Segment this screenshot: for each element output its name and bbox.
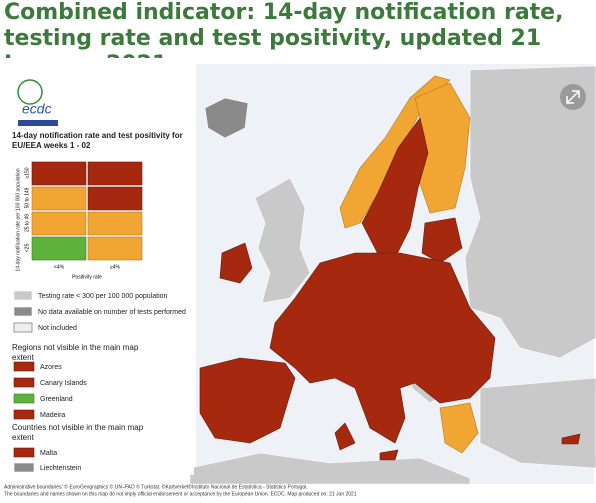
north-africa — [189, 452, 471, 485]
legend-panel — [8, 80, 194, 475]
iberia — [199, 357, 296, 444]
swatch — [13, 409, 35, 420]
regions-heading: Regions not visible in the main map exten… — [12, 343, 139, 362]
regions-heading-text: Regions not visible in the main map — [12, 343, 139, 352]
row-label: <25 — [24, 244, 30, 253]
swatch — [13, 306, 33, 317]
sardinia — [334, 422, 356, 451]
legend-item: Greenland — [40, 396, 73, 403]
footer-line: The boundaries and names shown on this m… — [4, 491, 357, 497]
row-labels: ≥150 50 to 149 25 to 49 <25 — [24, 167, 30, 252]
turkey — [479, 377, 596, 469]
legend-title-text: 14-day notification rate and test positi… — [12, 131, 183, 140]
legend-title: 14-day notification rate and test positi… — [12, 131, 183, 150]
footer-line: Administrative boundaries: © EuroGeograp… — [4, 483, 308, 490]
legend-item: Not included — [38, 325, 77, 332]
uk — [254, 177, 311, 304]
greece — [439, 402, 479, 454]
legend-item: Madeira — [40, 412, 65, 419]
swatch — [13, 447, 35, 458]
map: ecdc 14-day notification rate and test p… — [0, 58, 596, 503]
cell — [31, 186, 87, 211]
sicily — [379, 449, 399, 461]
swatch — [13, 462, 35, 473]
legend-item: Malta — [40, 450, 57, 457]
baltics — [421, 217, 463, 264]
swatch — [13, 377, 35, 388]
iceland — [204, 97, 249, 139]
cell — [87, 211, 143, 236]
row-label: 25 to 49 — [24, 214, 30, 232]
cell — [31, 236, 87, 261]
legend-item: Azores — [40, 364, 62, 371]
logo-globe — [17, 79, 43, 105]
legend-item: Testing rate < 300 per 100 000 populatio… — [38, 293, 168, 300]
cell — [31, 161, 87, 186]
heading-line: extent — [12, 433, 35, 442]
countries-heading: Countries not visible in the main map ext… — [12, 423, 144, 442]
legend-item: Liechtenstein — [40, 465, 81, 472]
column-label: ≥4% — [110, 264, 121, 270]
swatch — [13, 290, 33, 301]
legend-item: No data available on number of tests per… — [38, 309, 186, 316]
swatch — [13, 361, 35, 372]
swatch — [13, 322, 33, 333]
ireland — [219, 242, 253, 284]
column-label: <4% — [54, 264, 65, 270]
cell — [87, 186, 143, 211]
russia — [464, 65, 596, 359]
cell — [31, 211, 87, 236]
cyprus — [561, 433, 581, 445]
row-label: ≥150 — [24, 167, 30, 178]
cell — [87, 161, 143, 186]
heading-line: EU/EEA weeks 1 - 02 — [12, 141, 91, 150]
cell — [87, 236, 143, 261]
row-label: 50 to 149 — [24, 187, 30, 208]
page-title: Combined indicator: 14-day notification … — [4, 0, 564, 77]
legend-item: Canary Islands — [40, 380, 87, 387]
x-axis-label: Positivity rate — [72, 274, 102, 280]
y-axis-label: 14-day notification rate per 100 000 pop… — [15, 168, 21, 271]
eu-flag — [18, 120, 58, 126]
heading-line: extent — [12, 353, 35, 362]
logo-text: ecdc — [22, 101, 52, 117]
swatch — [13, 393, 35, 404]
countries-heading-text: Countries not visible in the main map — [12, 423, 144, 432]
expand-icon — [566, 90, 580, 104]
mainland-europe — [269, 252, 496, 444]
